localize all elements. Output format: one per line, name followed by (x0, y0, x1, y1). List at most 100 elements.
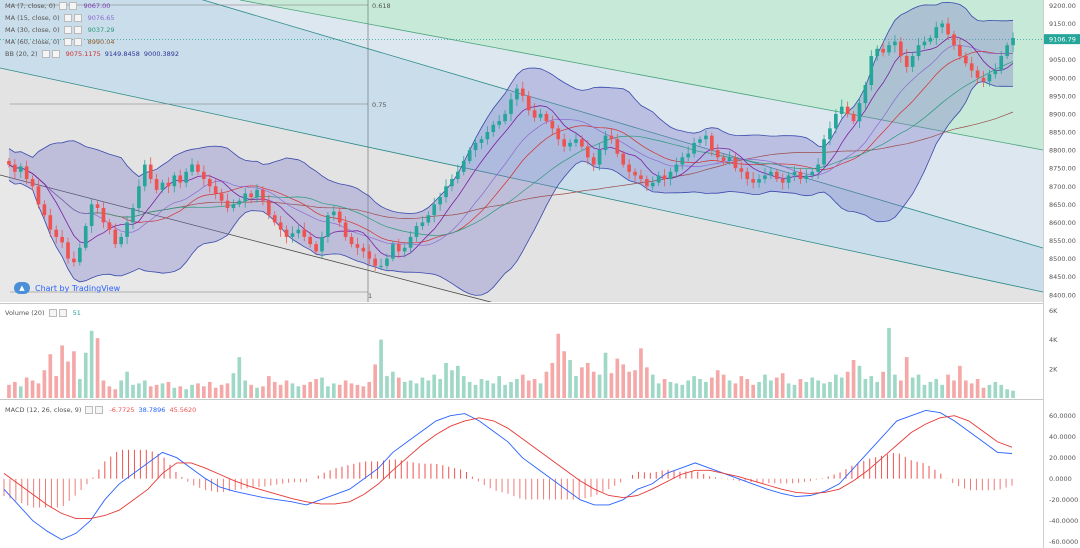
candle-body (645, 179, 649, 187)
ma30-legend[interactable]: MA (30, close, 0) 9037.29 (5, 24, 179, 36)
volume-bar (609, 373, 614, 398)
candle-body (190, 164, 194, 172)
volume-bar (349, 383, 354, 398)
ma7-legend[interactable]: MA (7, close, 0) 9067.00 (5, 0, 179, 12)
visibility-icon[interactable] (48, 309, 57, 317)
volume-bar (196, 383, 200, 398)
volume-bar (237, 357, 242, 398)
fib-level-label: 0.618 (372, 2, 391, 10)
price-axis-tick-label: 8900.00 (1049, 110, 1076, 118)
candle-body (627, 164, 631, 172)
bb-legend[interactable]: BB (20, 2) 9075.1175 9149.8458 9000.3892 (5, 48, 179, 60)
candle-body (308, 236, 313, 245)
volume-bar (367, 381, 372, 398)
candle-body (993, 70, 998, 75)
candle-body (562, 139, 566, 147)
lower-band-zone (0, 175, 1043, 302)
ma7-label: MA (7, close, 0) (5, 2, 56, 10)
macd-series (3, 409, 1013, 541)
volume-bar (839, 377, 844, 398)
volume-bar (219, 384, 224, 398)
macd-line-value: 38.7896 (138, 406, 166, 414)
volume-bar (639, 348, 643, 398)
price-axis-tick-label: 8850.00 (1049, 129, 1076, 137)
visibility-icon[interactable] (63, 26, 72, 34)
price-axis-tick-label: 8950.00 (1049, 92, 1076, 100)
candle-body (302, 229, 307, 237)
price-axis-tick-label: 9050.00 (1049, 56, 1076, 64)
candle-body (656, 175, 661, 183)
visibility-icon[interactable] (41, 50, 50, 58)
macd-axis-tick-label: -20.0000 (1049, 496, 1078, 504)
volume-bar (727, 380, 732, 398)
volume-bar (816, 380, 820, 398)
volume-bar (704, 381, 708, 398)
settings-icon[interactable] (69, 2, 78, 10)
candle-body (609, 135, 614, 140)
candle-body (769, 171, 773, 176)
settings-icon[interactable] (73, 26, 82, 34)
candle-body (137, 186, 141, 208)
candle-body (450, 179, 454, 187)
volume-bar (95, 338, 100, 398)
volume-bar (792, 384, 797, 398)
candle-body (290, 233, 295, 237)
volume-bar (1011, 390, 1015, 398)
macd-legend[interactable]: MACD (12, 26, close, 9) -6.7725 38.7896 … (5, 404, 196, 416)
candle-body (898, 41, 903, 57)
candle-body (54, 229, 59, 237)
ma15-legend[interactable]: MA (15, close, 0) 9076.65 (5, 12, 179, 24)
volume-bar (550, 362, 555, 398)
candle-body (7, 160, 11, 165)
price-axis-tick-label: 8500.00 (1049, 255, 1076, 263)
macd-axis-tick-label: -60.0000 (1049, 538, 1078, 546)
candle-body (131, 207, 135, 223)
settings-icon[interactable] (51, 50, 60, 58)
volume-bar (981, 387, 986, 398)
volume-legend[interactable]: Volume (20) 51 (5, 307, 81, 319)
volume-bar (975, 379, 980, 398)
settings-icon[interactable] (73, 38, 82, 46)
volume-axis-tick-label: 4K (1049, 336, 1058, 344)
candle-body (668, 171, 673, 180)
visibility-icon[interactable] (85, 406, 94, 414)
volume-bar (497, 376, 502, 398)
candle-body (963, 56, 968, 64)
candle-body (709, 135, 714, 151)
candle-body (786, 175, 791, 183)
volume-bar (751, 384, 755, 398)
bollinger-upper-line (8, 1, 1014, 214)
candle-body (272, 215, 277, 223)
ma60-legend[interactable]: MA (60, close, 0) 8990.04 (5, 36, 179, 48)
visibility-icon[interactable] (63, 14, 72, 22)
visibility-icon[interactable] (63, 38, 72, 46)
candle-body (574, 139, 578, 143)
volume-bar (958, 365, 962, 398)
bb-upper-value: 9149.8458 (104, 50, 140, 58)
settings-icon[interactable] (58, 309, 67, 317)
ma7-value: 9067.00 (83, 2, 111, 10)
candle-body (337, 211, 342, 223)
volume-bar (284, 380, 289, 398)
volume-bar (83, 352, 88, 398)
volume-bar (786, 383, 791, 398)
volume-bar (526, 380, 531, 398)
candle-body (278, 222, 283, 230)
volume-bar (225, 383, 230, 398)
settings-icon[interactable] (73, 14, 82, 22)
volume-bar (881, 371, 885, 398)
visibility-icon[interactable] (59, 2, 68, 10)
volume-bar (302, 384, 307, 398)
volume-bar (940, 384, 945, 398)
settings-icon[interactable] (95, 406, 104, 414)
candle-body (196, 164, 200, 172)
candle-body (60, 236, 64, 243)
candle-body (66, 242, 70, 259)
tradingview-branding[interactable]: ▲ Chart by TradingView (14, 282, 120, 294)
candle-body (284, 229, 289, 237)
volume-bar (650, 374, 655, 398)
ma30-value: 9037.29 (87, 26, 115, 34)
volume-bar (213, 387, 218, 398)
volume-bar (249, 384, 253, 398)
